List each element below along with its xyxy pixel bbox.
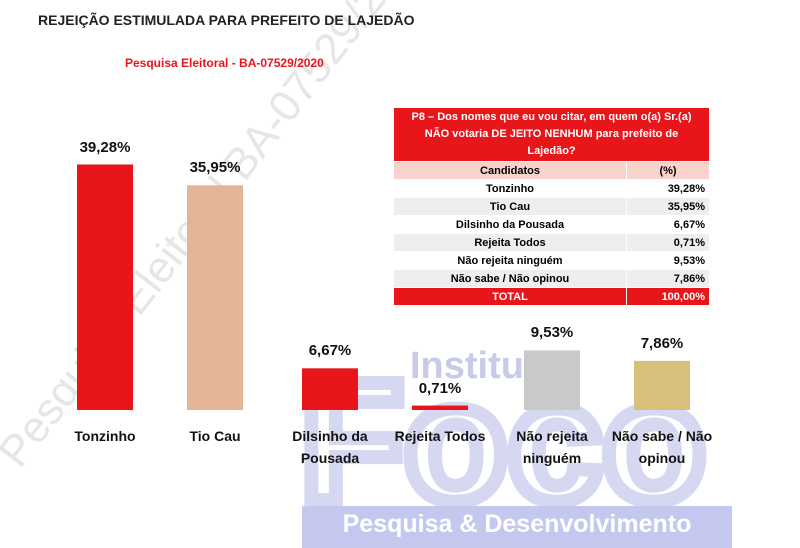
table-row: Não sabe / Não opinou 7,86%	[393, 269, 710, 288]
logo-tagline: Pesquisa & Desenvolvimento	[343, 510, 692, 538]
table-cell: Rejeita Todos	[393, 233, 627, 252]
x-tick-label: Tio Cau	[189, 428, 241, 444]
x-tick-label: Não sabe / Não opinou	[611, 428, 713, 466]
value-label: 9,53%	[530, 324, 574, 342]
table-cell: 7,86%	[626, 269, 710, 288]
table-row: Rejeita Todos 0,71%	[393, 233, 710, 252]
chart-title: REJEIÇÃO ESTIMULADA PARA PREFEITO DE LAJ…	[38, 12, 415, 28]
table-header: Candidatos	[393, 161, 627, 180]
chart-subtitle: Pesquisa Eleitoral - BA-07529/2020	[125, 56, 324, 70]
bar	[77, 164, 133, 410]
table-cell: Não rejeita ninguém	[393, 251, 627, 270]
table-total: TOTAL	[393, 287, 627, 306]
value-label: 0,71%	[418, 379, 462, 397]
table-header: (%)	[626, 161, 710, 180]
value-label: 35,95%	[189, 159, 241, 177]
data-table: P8 – Dos nomes que eu vou citar, em quem…	[393, 107, 710, 306]
table-cell: Dilsinho da Pousada	[393, 215, 627, 234]
value-label: 7,86%	[640, 334, 684, 352]
table-title: P8 – Dos nomes que eu vou citar, em quem…	[393, 107, 710, 162]
table-row: Tio Cau 35,95%	[393, 197, 710, 216]
table-row: Tonzinho 39,28%	[393, 179, 710, 198]
table-cell: Não sabe / Não opinou	[393, 269, 627, 288]
logo-band	[302, 506, 732, 548]
table-cell: 35,95%	[626, 197, 710, 216]
bar	[187, 185, 243, 410]
x-tick-label: Rejeita Todos	[394, 428, 486, 444]
bar	[412, 405, 468, 410]
bar	[524, 350, 580, 410]
table-cell: Tio Cau	[393, 197, 627, 216]
x-tick-label: Não rejeita ninguém	[516, 428, 588, 466]
table-row: Não rejeita ninguém 9,53%	[393, 251, 710, 270]
table-row: Dilsinho da Pousada 6,67%	[393, 215, 710, 234]
x-tick-label: Tonzinho	[74, 428, 136, 444]
value-label: 39,28%	[79, 138, 131, 156]
table-total: 100,00%	[626, 287, 710, 306]
table-cell: 6,67%	[626, 215, 710, 234]
bar	[634, 360, 690, 410]
bar	[302, 368, 358, 410]
table-cell: Tonzinho	[393, 179, 627, 198]
x-tick-label: Dilsinho da Pousada	[292, 428, 368, 466]
value-label: 6,67%	[308, 342, 352, 360]
table-cell: 0,71%	[626, 233, 710, 252]
table-cell: 39,28%	[626, 179, 710, 198]
table-cell: 9,53%	[626, 251, 710, 270]
